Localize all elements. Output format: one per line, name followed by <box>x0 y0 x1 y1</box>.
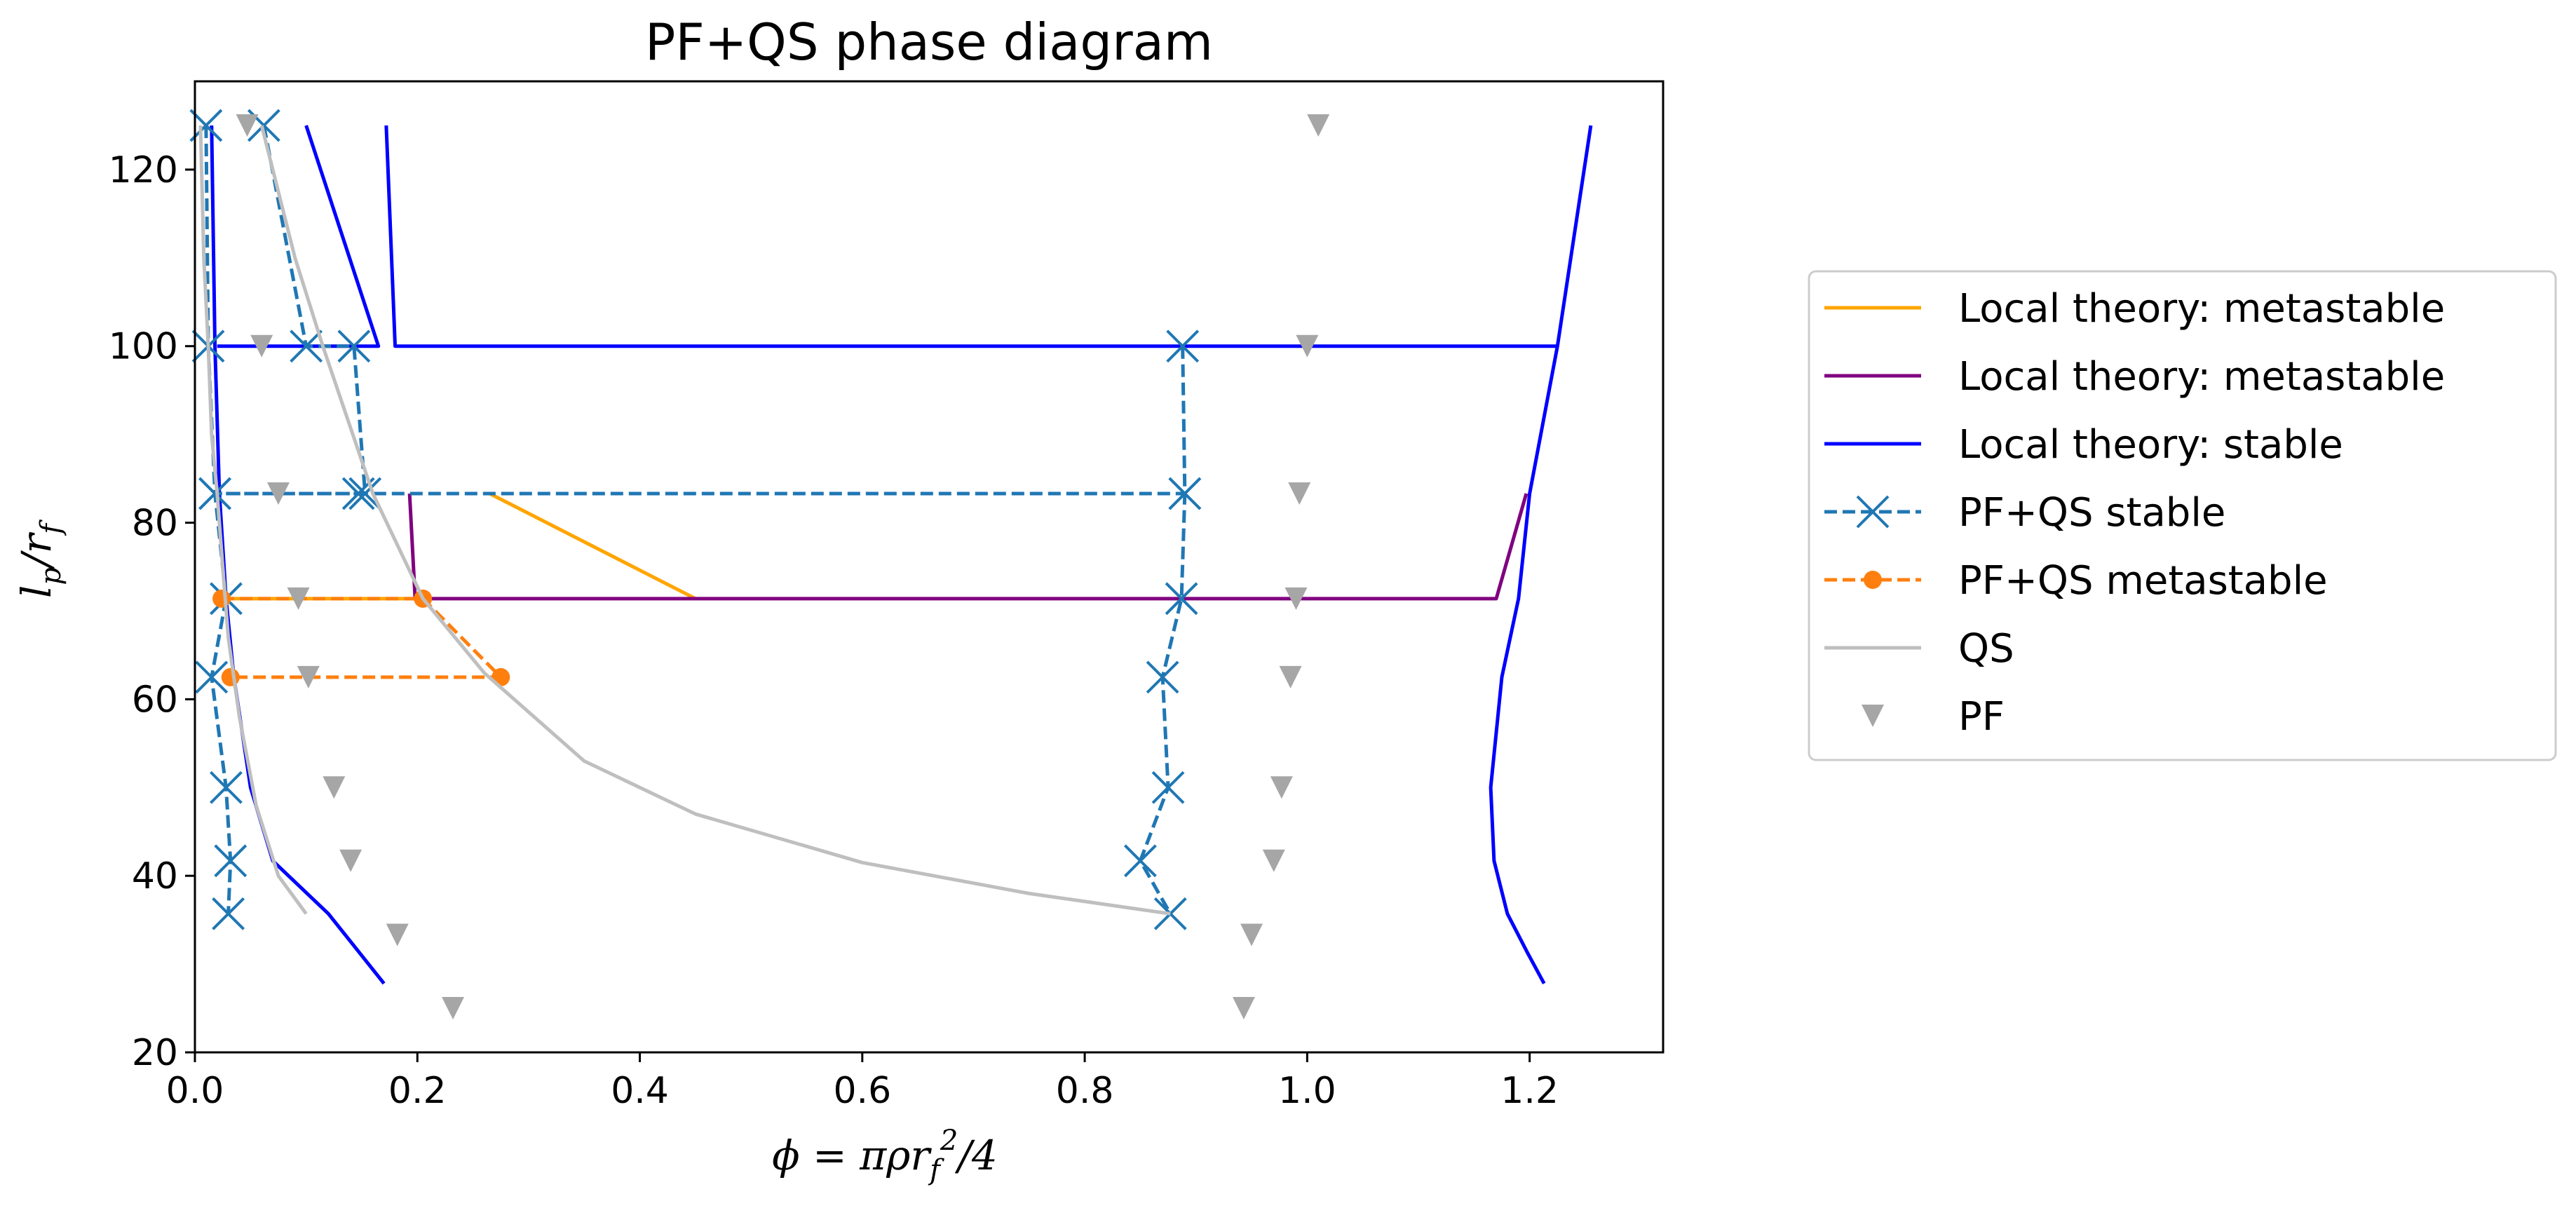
series-line <box>1489 125 1593 984</box>
x-marker <box>214 844 248 878</box>
x-marker <box>1168 477 1202 510</box>
triangle-down-marker <box>1240 923 1263 946</box>
plot-frame <box>194 80 1665 1054</box>
x-marker <box>1856 495 1890 529</box>
legend-entry: QS <box>1824 626 2014 672</box>
triangle-down-marker <box>297 665 320 688</box>
y-tick-label: 80 <box>132 503 178 545</box>
legend-entry: PF+QS stable <box>1824 490 2225 536</box>
legend-label: PF+QS metastable <box>1958 558 2328 604</box>
triangle-down-marker <box>1862 705 1884 727</box>
legend-entry: Local theory: stable <box>1824 422 2343 468</box>
legend-label: Local theory: metastable <box>1958 286 2445 332</box>
series-line <box>1138 346 1187 915</box>
x-marker <box>1123 844 1157 878</box>
legend: Local theory: metastable Local theory: me… <box>1808 270 2557 761</box>
x-marker <box>212 897 245 930</box>
triangle-down-marker <box>1307 114 1330 137</box>
legend-entry: PF <box>1862 694 2005 740</box>
x-marker <box>198 477 231 510</box>
svg-text:ϕ = πρrf2/4: ϕ = πρrf2/4 <box>772 1125 998 1186</box>
series-4 <box>212 589 510 686</box>
y-axis-label: lp/rf <box>13 520 67 598</box>
series-line <box>407 493 1528 601</box>
x-marker <box>290 330 323 363</box>
triangle-down-marker <box>1232 997 1255 1020</box>
series-5 <box>198 125 1171 916</box>
triangle-down-marker <box>1288 482 1311 505</box>
legend-label: PF+QS stable <box>1958 490 2225 536</box>
triangle-down-marker <box>386 923 409 946</box>
x-tick-label: 0.4 <box>611 1070 669 1112</box>
y-tick-label: 120 <box>109 149 178 191</box>
legend-label: QS <box>1958 626 2014 672</box>
legend-label: Local theory: metastable <box>1958 354 2445 400</box>
y-tick-label: 60 <box>132 679 178 721</box>
series-layer <box>189 109 1593 1020</box>
x-marker <box>1151 771 1185 804</box>
series-line <box>222 597 503 679</box>
x-tick-label: 0.6 <box>833 1070 891 1112</box>
series-line <box>259 125 1171 916</box>
y-tick-label: 40 <box>132 855 178 897</box>
x-marker <box>348 477 382 510</box>
x-marker <box>337 330 371 363</box>
svg-text:lp/rf: lp/rf <box>13 520 67 598</box>
chart-title: PF+QS phase diagram <box>645 13 1213 72</box>
triangle-down-marker <box>236 114 259 137</box>
legend-frame <box>1808 270 2557 761</box>
x-marker <box>1165 582 1198 616</box>
triangle-down-marker <box>1284 587 1308 610</box>
legend-entry: PF+QS metastable <box>1824 558 2328 604</box>
series-1 <box>407 493 1528 601</box>
x-tick-label: 1.2 <box>1500 1070 1559 1112</box>
triangle-down-marker <box>287 587 310 610</box>
x-marker <box>1146 660 1179 694</box>
x-marker <box>195 660 229 694</box>
x-marker <box>210 771 243 804</box>
y-tick-label: 100 <box>109 326 178 368</box>
triangle-down-marker <box>339 849 362 872</box>
legend-entry: Local theory: metastable <box>1824 354 2445 400</box>
series-line <box>217 125 381 348</box>
triangle-down-marker <box>266 482 290 505</box>
series-6 <box>236 114 1330 1020</box>
circle-marker <box>1864 571 1882 589</box>
x-tick-label: 0.0 <box>166 1070 224 1112</box>
x-tick-label: 1.0 <box>1278 1070 1336 1112</box>
series-line <box>489 491 697 601</box>
series-line <box>198 125 308 915</box>
x-axis-label: ϕ = πρrf2/4 <box>772 1125 998 1186</box>
series-0 <box>217 491 697 601</box>
legend-label: Local theory: stable <box>1958 422 2343 468</box>
legend-label: PF <box>1958 694 2005 740</box>
triangle-down-marker <box>323 776 346 799</box>
triangle-down-marker <box>250 334 273 358</box>
x-marker <box>1166 330 1200 363</box>
series-line <box>213 125 1185 496</box>
axes-layer: 0.0 0.2 0.4 0.6 0.8 1.0 1.2 20 40 60 80 100 120 <box>109 149 1559 1112</box>
circle-marker <box>221 667 240 686</box>
triangle-down-marker <box>1296 334 1319 358</box>
x-tick-label: 0.8 <box>1056 1070 1114 1112</box>
series-line <box>384 125 1558 348</box>
circle-marker <box>212 589 231 608</box>
legend-entry: Local theory: metastable <box>1824 286 2445 332</box>
triangle-down-marker <box>442 997 465 1020</box>
y-tick-label: 20 <box>132 1032 178 1074</box>
series-2 <box>210 125 1593 985</box>
triangle-down-marker <box>1279 665 1302 688</box>
x-tick-label: 0.2 <box>388 1070 447 1112</box>
triangle-down-marker <box>1262 849 1285 872</box>
triangle-down-marker <box>1270 776 1293 799</box>
